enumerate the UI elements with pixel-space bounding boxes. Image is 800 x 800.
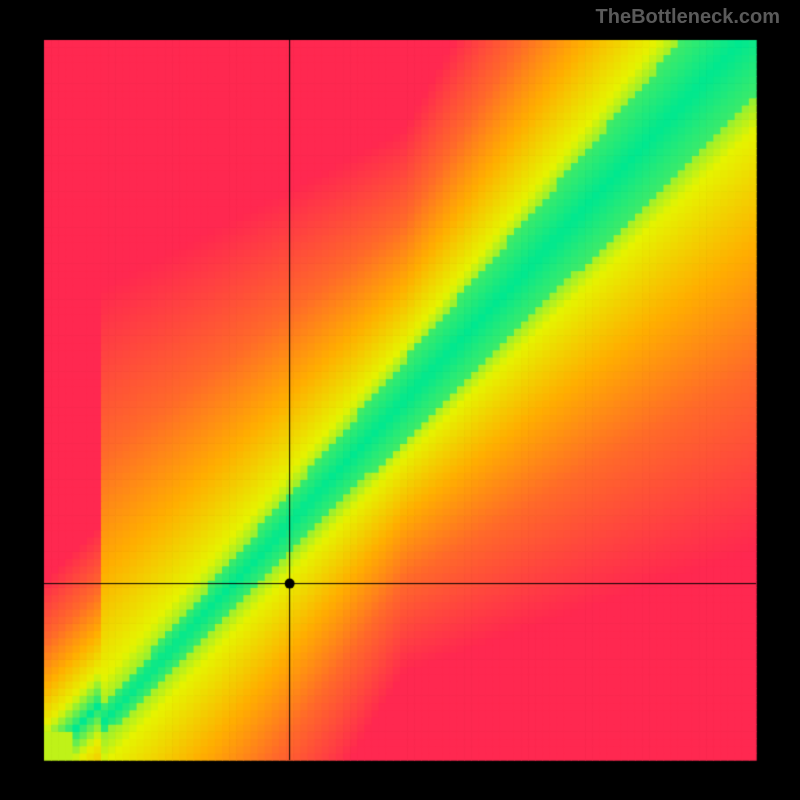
watermark-text: TheBottleneck.com: [596, 6, 780, 29]
bottleneck-heatmap: [0, 0, 800, 800]
chart-container: TheBottleneck.com: [0, 0, 800, 800]
